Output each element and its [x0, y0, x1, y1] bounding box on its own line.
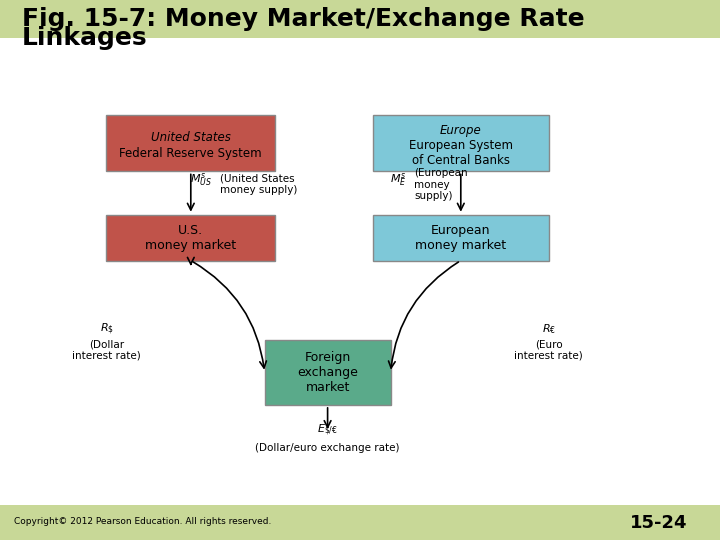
Text: European System: European System	[409, 139, 513, 152]
Text: $M^s_{US}$: $M^s_{US}$	[190, 171, 212, 188]
Text: of Central Banks: of Central Banks	[412, 153, 510, 167]
Bar	[107, 214, 275, 260]
Text: United States: United States	[151, 131, 230, 144]
Bar	[373, 214, 549, 260]
Bar	[0, 0, 720, 38]
Text: Copyright© 2012 Pearson Education. All rights reserved.: Copyright© 2012 Pearson Education. All r…	[14, 517, 271, 526]
Text: $R_{\$}$: $R_{\$}$	[99, 322, 114, 337]
Text: $R_€$: $R_€$	[541, 322, 556, 336]
Bar	[0, 505, 720, 540]
Text: Europe: Europe	[440, 124, 482, 137]
Bar	[0, 38, 720, 505]
Text: U.S.
money market: U.S. money market	[145, 224, 236, 252]
Text: (United States
money supply): (United States money supply)	[220, 174, 297, 195]
Text: (Euro
interest rate): (Euro interest rate)	[514, 339, 583, 361]
Text: Foreign
exchange
market: Foreign exchange market	[297, 351, 358, 394]
Text: $E_{\$/€}$: $E_{\$/€}$	[317, 423, 338, 438]
Bar	[265, 340, 390, 405]
Bar	[107, 115, 275, 172]
Text: (Dollar/euro exchange rate): (Dollar/euro exchange rate)	[256, 443, 400, 453]
Text: (European
money
supply): (European money supply)	[414, 168, 467, 201]
Text: 15-24: 15-24	[630, 514, 688, 532]
Text: (Dollar
interest rate): (Dollar interest rate)	[72, 339, 141, 361]
Bar	[598, 505, 720, 540]
Text: $M^s_E$: $M^s_E$	[390, 171, 407, 188]
Text: Linkages: Linkages	[22, 26, 147, 50]
Text: Federal Reserve System: Federal Reserve System	[120, 147, 262, 160]
Text: European
money market: European money market	[415, 224, 506, 252]
Text: Fig. 15-7: Money Market/Exchange Rate: Fig. 15-7: Money Market/Exchange Rate	[22, 7, 584, 31]
Bar	[373, 115, 549, 172]
